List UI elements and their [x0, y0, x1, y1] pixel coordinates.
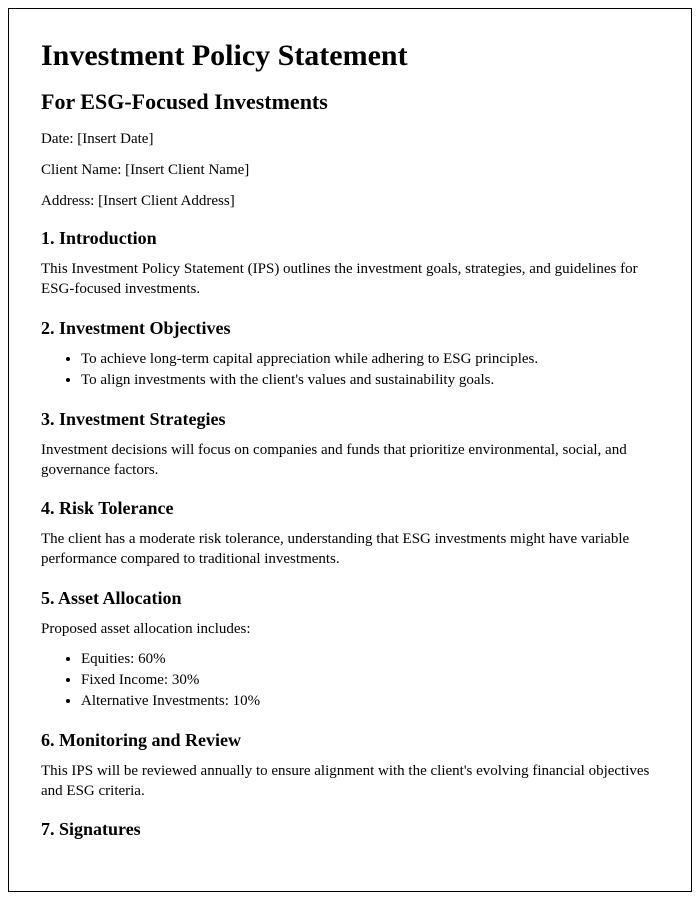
page-title: Investment Policy Statement — [41, 39, 659, 73]
section-heading-monitoring: 6. Monitoring and Review — [41, 730, 659, 751]
section-body-strategies: Investment decisions will focus on compa… — [41, 440, 659, 481]
list-item: To achieve long-term capital appreciatio… — [81, 349, 659, 370]
list-item: Alternative Investments: 10% — [81, 691, 659, 712]
section-heading-risk: 4. Risk Tolerance — [41, 498, 659, 519]
section-heading-strategies: 3. Investment Strategies — [41, 409, 659, 430]
meta-date: Date: [Insert Date] — [41, 131, 659, 148]
section-heading-introduction: 1. Introduction — [41, 228, 659, 249]
section-heading-signatures: 7. Signatures — [41, 819, 659, 840]
page-subtitle: For ESG-Focused Investments — [41, 89, 659, 115]
section-body-risk: The client has a moderate risk tolerance… — [41, 529, 659, 570]
document-page: Investment Policy Statement For ESG-Focu… — [8, 8, 692, 892]
list-item: Fixed Income: 30% — [81, 670, 659, 691]
section-heading-objectives: 2. Investment Objectives — [41, 318, 659, 339]
allocation-intro: Proposed asset allocation includes: — [41, 619, 659, 639]
section-body-monitoring: This IPS will be reviewed annually to en… — [41, 761, 659, 802]
meta-address: Address: [Insert Client Address] — [41, 193, 659, 210]
section-heading-allocation: 5. Asset Allocation — [41, 588, 659, 609]
section-body-introduction: This Investment Policy Statement (IPS) o… — [41, 259, 659, 300]
meta-client: Client Name: [Insert Client Name] — [41, 162, 659, 179]
allocation-list: Equities: 60% Fixed Income: 30% Alternat… — [41, 649, 659, 712]
objectives-list: To achieve long-term capital appreciatio… — [41, 349, 659, 391]
list-item: Equities: 60% — [81, 649, 659, 670]
list-item: To align investments with the client's v… — [81, 370, 659, 391]
